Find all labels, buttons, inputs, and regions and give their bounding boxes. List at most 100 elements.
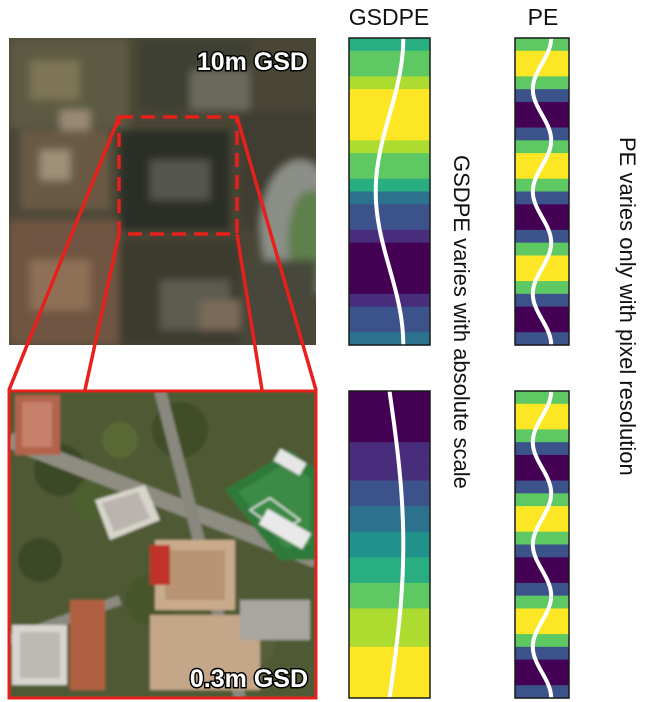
color-band bbox=[515, 281, 569, 295]
color-band bbox=[349, 306, 430, 321]
color-band bbox=[349, 63, 430, 77]
pe-strip-bottom bbox=[514, 390, 570, 699]
color-band bbox=[349, 621, 430, 635]
color-band bbox=[349, 153, 430, 167]
color-band bbox=[515, 319, 569, 333]
color-band bbox=[515, 493, 569, 507]
color-band bbox=[349, 442, 430, 456]
color-band bbox=[515, 557, 569, 571]
zoom-connector-inner-right bbox=[235, 233, 264, 391]
color-band bbox=[515, 293, 569, 308]
color-band bbox=[349, 467, 430, 482]
color-band bbox=[515, 255, 569, 269]
color-band bbox=[515, 165, 569, 180]
color-band bbox=[349, 582, 430, 597]
color-band bbox=[515, 217, 569, 231]
gsdpe-strip-top bbox=[348, 37, 431, 346]
color-band bbox=[349, 204, 430, 218]
low-res-gsd-label: 10m GSD bbox=[197, 48, 308, 76]
color-band bbox=[515, 672, 569, 686]
high-res-image-frame bbox=[7, 389, 318, 700]
strip-frame bbox=[348, 390, 431, 699]
color-band bbox=[515, 518, 569, 533]
color-band bbox=[349, 293, 430, 308]
color-band bbox=[515, 306, 569, 321]
color-band bbox=[349, 50, 430, 65]
color-band bbox=[349, 127, 430, 141]
color-band bbox=[515, 582, 569, 597]
color-band bbox=[515, 114, 569, 129]
color-band bbox=[515, 50, 569, 65]
color-band bbox=[515, 332, 569, 346]
color-band bbox=[349, 608, 430, 622]
color-band bbox=[515, 416, 569, 430]
color-band bbox=[515, 480, 569, 494]
color-band bbox=[349, 403, 430, 418]
color-band bbox=[349, 332, 430, 346]
color-band bbox=[349, 191, 430, 205]
zoom-connector-right bbox=[235, 116, 318, 391]
color-band bbox=[349, 217, 430, 231]
color-band bbox=[515, 403, 569, 418]
color-band bbox=[515, 595, 569, 610]
color-band bbox=[349, 634, 430, 648]
color-band bbox=[349, 165, 430, 180]
color-band bbox=[515, 242, 569, 257]
pe-column-heading: PE bbox=[527, 4, 559, 30]
color-band bbox=[349, 429, 430, 443]
color-band bbox=[515, 659, 569, 674]
color-band bbox=[515, 685, 569, 699]
encoding-curve bbox=[387, 390, 406, 699]
color-band bbox=[515, 467, 569, 482]
pe-strip-top bbox=[514, 37, 570, 346]
color-band bbox=[515, 531, 569, 546]
color-band bbox=[515, 442, 569, 456]
encoding-curve bbox=[530, 390, 554, 699]
color-band bbox=[349, 140, 430, 154]
color-band bbox=[349, 454, 430, 469]
color-band bbox=[515, 634, 569, 648]
color-band bbox=[349, 659, 430, 674]
color-band bbox=[349, 518, 430, 533]
color-band bbox=[515, 429, 569, 443]
color-band bbox=[515, 191, 569, 205]
zoom-connector-inner-left bbox=[83, 233, 121, 391]
gsdpe-column-heading: GSDPE bbox=[348, 4, 430, 30]
color-band bbox=[515, 570, 569, 584]
color-band bbox=[349, 319, 430, 333]
encoding-curve bbox=[373, 37, 406, 346]
color-band bbox=[349, 281, 430, 295]
high-res-satellite-image bbox=[9, 391, 316, 698]
high-res-gsd-label: 0.3m GSD bbox=[190, 665, 308, 693]
pe-side-label: PE varies only with pixel resolution bbox=[615, 137, 640, 476]
color-band bbox=[515, 101, 569, 116]
color-band bbox=[515, 153, 569, 167]
color-band bbox=[515, 140, 569, 154]
color-band bbox=[515, 76, 569, 90]
color-band bbox=[349, 531, 430, 546]
gsdpe-strip-bottom bbox=[348, 390, 431, 699]
strip-frame bbox=[348, 37, 431, 346]
color-band bbox=[349, 76, 430, 90]
zoom-connector-left bbox=[7, 116, 121, 391]
color-band bbox=[349, 480, 430, 494]
gsdpe-side-label: GSDPE varies with absolute scale bbox=[449, 155, 474, 489]
color-band bbox=[515, 89, 569, 103]
color-band bbox=[349, 595, 430, 610]
color-band bbox=[349, 242, 430, 257]
color-band bbox=[515, 544, 569, 558]
color-band bbox=[349, 544, 430, 558]
color-band bbox=[349, 493, 430, 507]
color-band bbox=[515, 646, 569, 661]
color-band bbox=[349, 506, 430, 520]
color-band bbox=[349, 229, 430, 244]
strip-frame bbox=[514, 390, 570, 699]
color-band bbox=[515, 63, 569, 77]
color-band bbox=[349, 416, 430, 430]
color-band bbox=[515, 268, 569, 282]
color-band bbox=[515, 621, 569, 635]
color-band bbox=[515, 608, 569, 622]
color-band bbox=[349, 89, 430, 103]
low-res-satellite-image bbox=[9, 38, 316, 345]
